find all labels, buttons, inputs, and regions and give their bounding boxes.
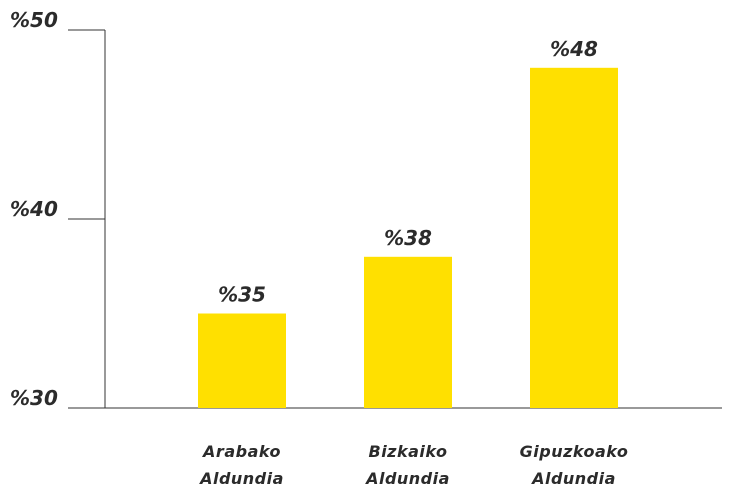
bar xyxy=(530,67,618,409)
value-label: %35 xyxy=(218,283,266,307)
value-label: %48 xyxy=(550,37,598,61)
y-tick-label: %40 xyxy=(10,197,58,221)
value-label: %38 xyxy=(384,226,432,250)
y-tick-label: %30 xyxy=(10,386,58,410)
bar xyxy=(198,313,286,408)
y-tick-label: %50 xyxy=(10,8,58,32)
x-tick-label: Bizkaiko Aldundia xyxy=(366,442,450,488)
bar xyxy=(364,256,452,408)
x-tick-label: Gipuzkoako Aldundia xyxy=(519,442,629,488)
x-tick-label: Arabako Aldundia xyxy=(200,442,284,488)
